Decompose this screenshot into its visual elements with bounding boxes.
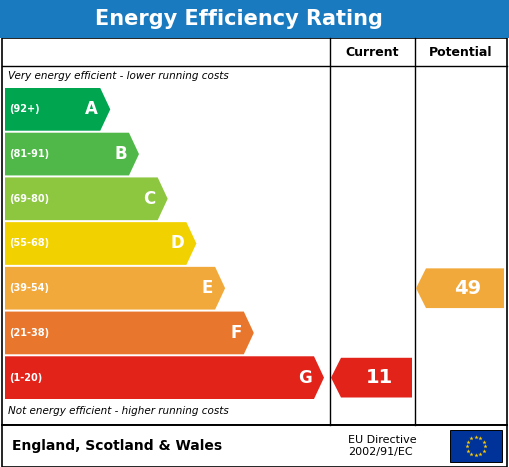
Text: England, Scotland & Wales: England, Scotland & Wales [12, 439, 222, 453]
Text: F: F [231, 324, 242, 342]
Text: B: B [115, 145, 127, 163]
Bar [0, 0, 509, 38]
Text: (69-80): (69-80) [9, 194, 49, 204]
Text: 2002/91/EC: 2002/91/EC [348, 447, 413, 457]
Text: (92+): (92+) [9, 104, 40, 114]
Bar [2, 38, 507, 425]
Text: (55-68): (55-68) [9, 239, 49, 248]
Polygon shape [5, 267, 225, 310]
Text: G: G [298, 368, 312, 387]
Text: (39-54): (39-54) [9, 283, 49, 293]
Text: (21-38): (21-38) [9, 328, 49, 338]
Text: Very energy efficient - lower running costs: Very energy efficient - lower running co… [8, 71, 229, 81]
Bar [450, 430, 502, 462]
Text: A: A [86, 100, 98, 118]
Text: D: D [171, 234, 184, 253]
Text: EU Directive: EU Directive [348, 435, 417, 445]
Text: Current: Current [346, 45, 399, 58]
Text: Energy Efficiency Rating: Energy Efficiency Rating [95, 9, 383, 29]
Polygon shape [5, 311, 254, 354]
Text: 49: 49 [455, 279, 482, 298]
Bar [2, 425, 507, 467]
Text: E: E [202, 279, 213, 297]
Polygon shape [5, 177, 167, 220]
Polygon shape [416, 269, 504, 308]
Polygon shape [5, 356, 324, 399]
Polygon shape [331, 358, 412, 397]
Text: (1-20): (1-20) [9, 373, 42, 382]
Text: 11: 11 [366, 368, 393, 387]
Text: (81-91): (81-91) [9, 149, 49, 159]
Text: Potential: Potential [429, 45, 493, 58]
Polygon shape [5, 133, 139, 176]
Text: C: C [144, 190, 156, 208]
Text: Not energy efficient - higher running costs: Not energy efficient - higher running co… [8, 406, 229, 416]
Polygon shape [5, 222, 196, 265]
Polygon shape [5, 88, 110, 131]
